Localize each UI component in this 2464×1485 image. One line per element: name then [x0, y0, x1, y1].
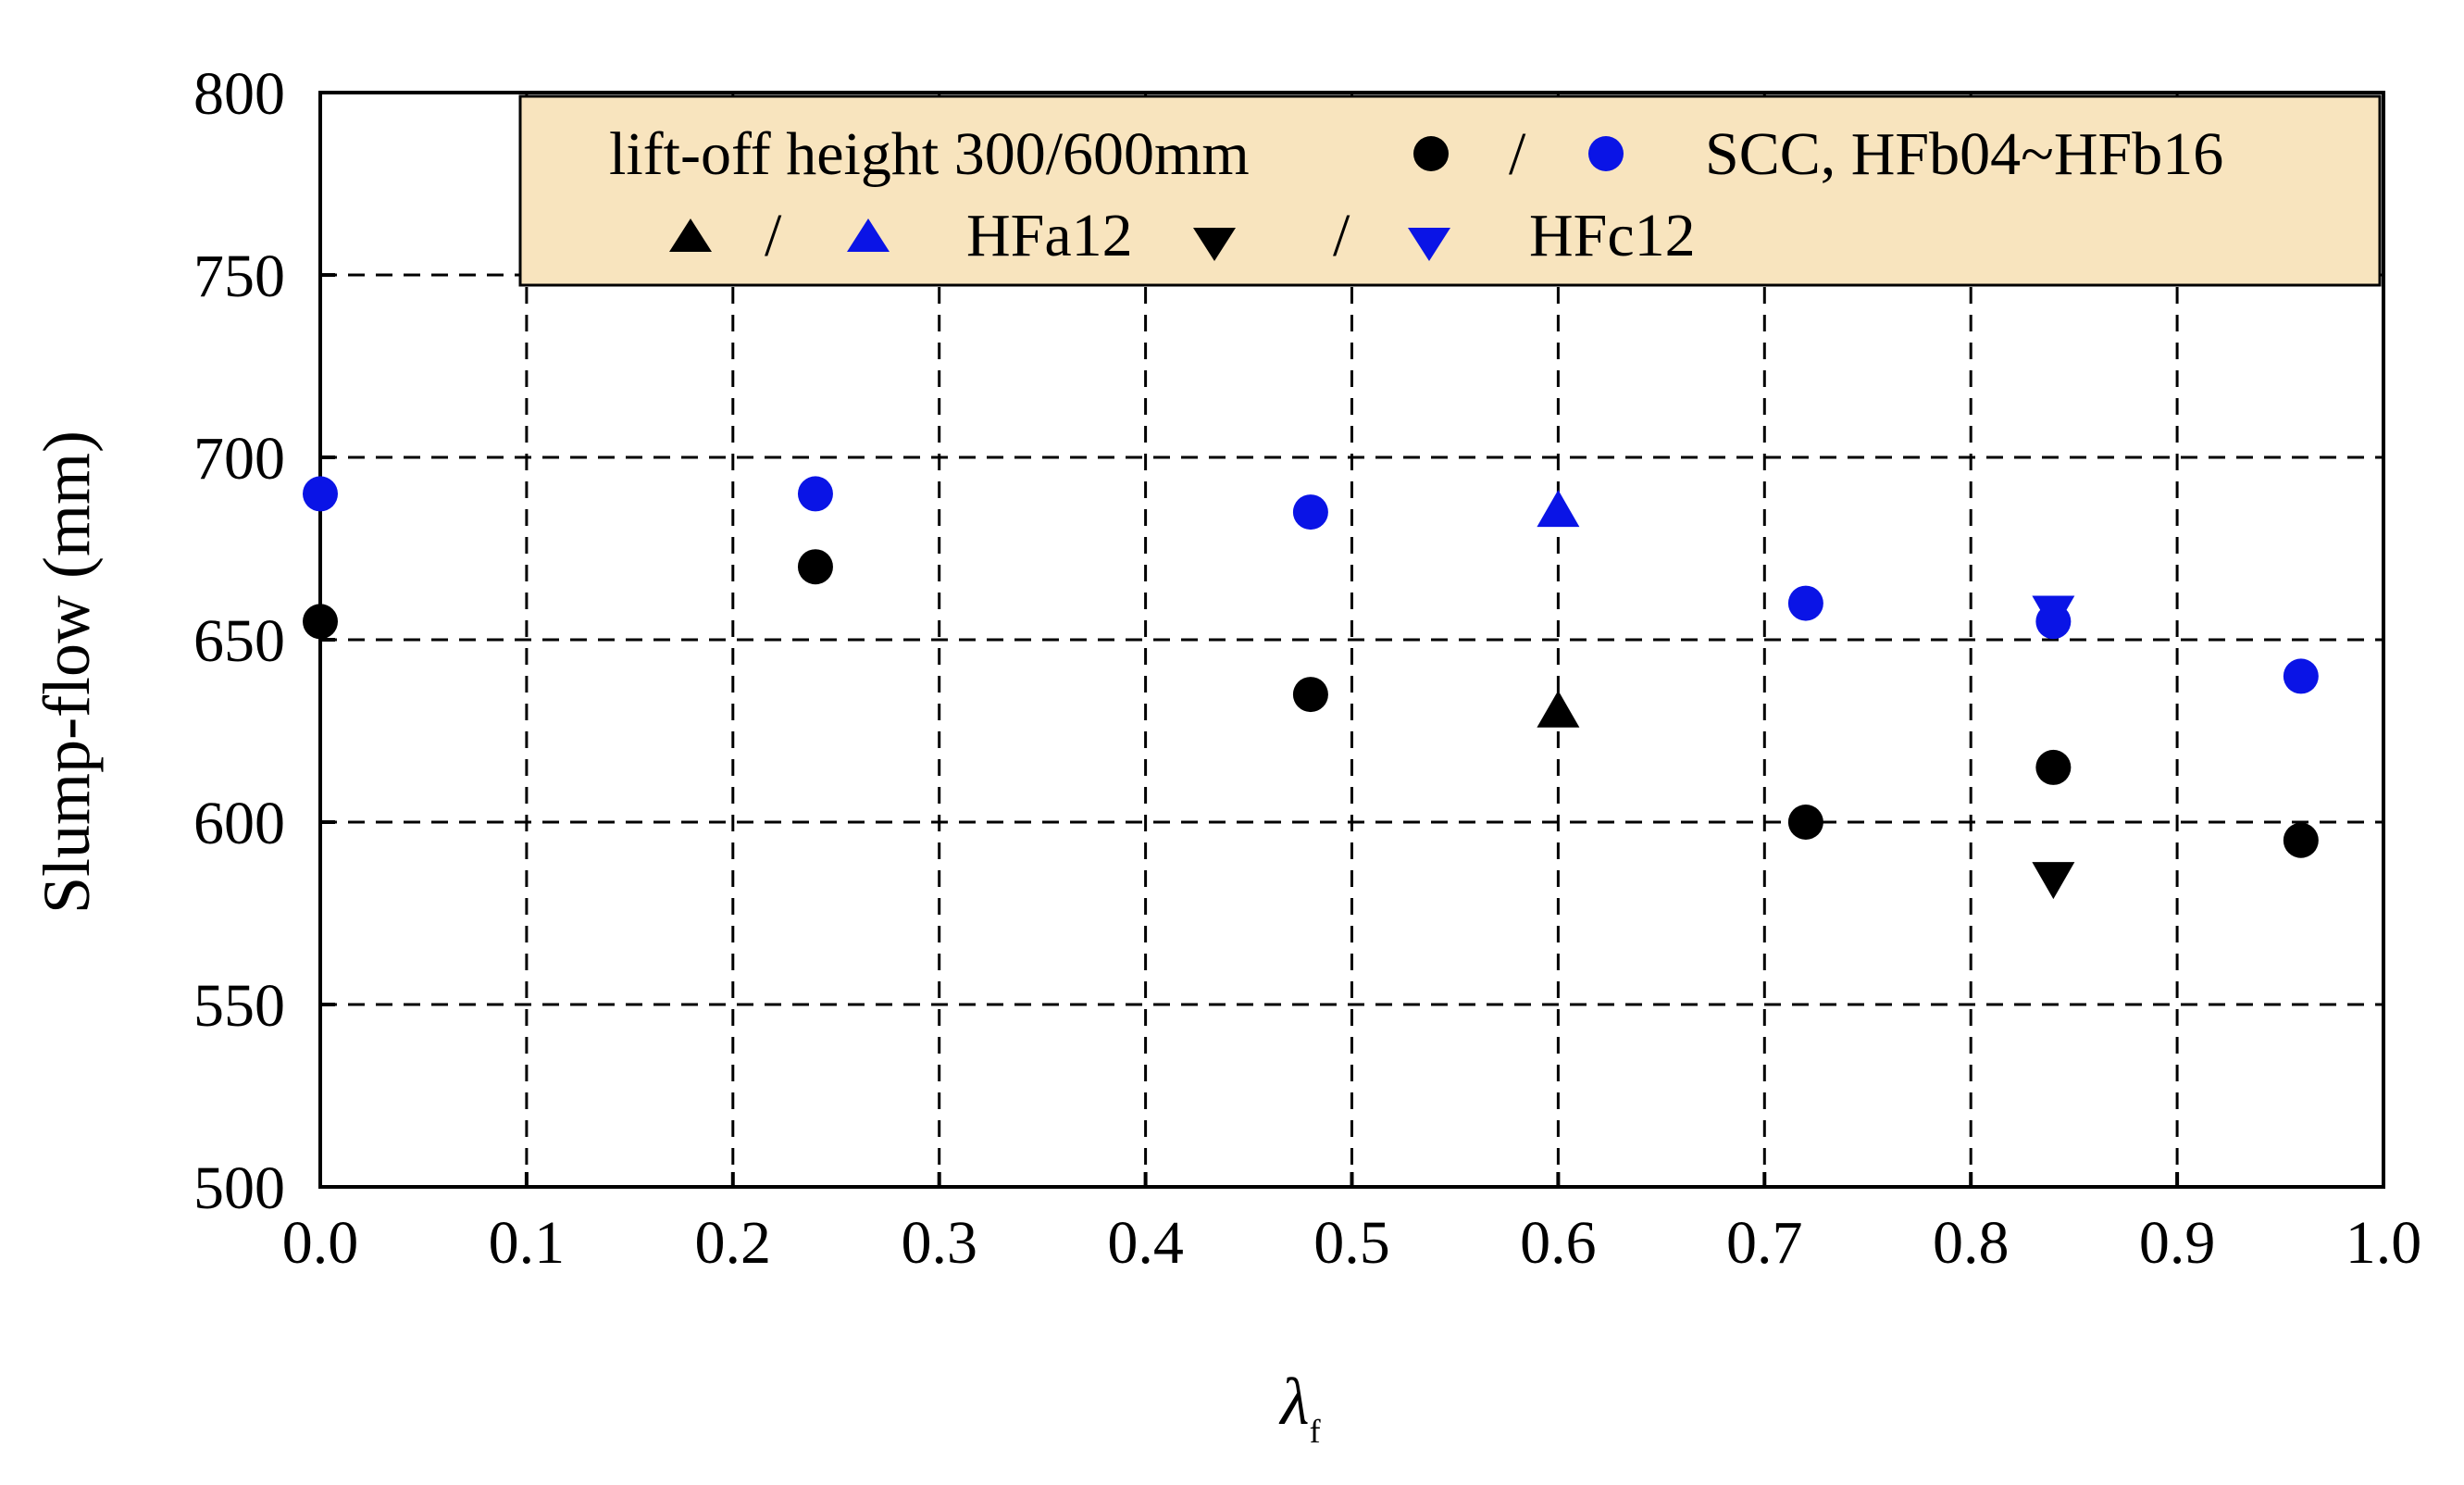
legend-marker-triangle-down-black — [1193, 228, 1236, 261]
legend-row2-sep1: / — [765, 202, 782, 269]
data-point-circle — [797, 476, 833, 512]
x-tick-label: 0.0 — [282, 1209, 359, 1277]
legend-marker-triangle-down-blue — [1408, 228, 1450, 261]
y-tick-label: 800 — [193, 60, 285, 128]
data-point-circle — [2035, 749, 2072, 785]
legend-row1-label: SCC, HFb04~HFb16 — [1705, 120, 2223, 188]
x-tick-label: 0.1 — [489, 1209, 566, 1277]
data-point-triangle-up — [1537, 490, 1580, 528]
y-tick-label: 650 — [193, 607, 285, 675]
y-tick-label: 550 — [193, 972, 285, 1040]
x-tick-label: 0.8 — [1933, 1209, 2010, 1277]
data-point-circle — [1292, 677, 1328, 713]
legend-row1-text: lift-off height 300/600mm — [609, 120, 1250, 188]
x-tick-label: 0.9 — [2139, 1209, 2216, 1277]
y-tick-label: 750 — [193, 243, 285, 310]
data-point-triangle-down — [2032, 862, 2075, 900]
data-point-circle — [303, 604, 338, 640]
data-point-circle — [2283, 822, 2319, 858]
y-axis-title: Slump-flow (mm) — [30, 431, 104, 914]
legend-marker-circle-blue — [1588, 136, 1624, 171]
x-tick-label: 1.0 — [2346, 1209, 2422, 1277]
data-point-circle — [2283, 658, 2319, 694]
y-tick-label: 600 — [193, 790, 285, 857]
legend-marker-circle-black — [1413, 136, 1449, 171]
x-tick-label: 0.7 — [1726, 1209, 1803, 1277]
data-point-triangle-up — [1537, 690, 1580, 728]
x-axis-symbol: λ — [1278, 1365, 1309, 1439]
x-tick-label: 0.4 — [1107, 1209, 1184, 1277]
legend-row2-label1: HFa12 — [966, 202, 1133, 269]
x-tick-label: 0.2 — [695, 1209, 772, 1277]
legend-row1-sep: / — [1509, 120, 1526, 188]
x-tick-label: 0.3 — [901, 1209, 977, 1277]
legend-row2-label2: HFc12 — [1529, 202, 1696, 269]
points-layer — [303, 476, 2319, 900]
legend-marker-triangle-up-black — [669, 218, 712, 252]
legend: lift-off height 300/600mm / SCC, HFb04~H… — [518, 94, 2382, 287]
legend-box — [518, 94, 2382, 287]
data-point-circle — [1787, 585, 1823, 621]
data-point-circle — [1787, 805, 1823, 840]
y-tick-label: 700 — [193, 425, 285, 493]
y-tick-label: 500 — [193, 1154, 285, 1222]
ticks-layer: 0.0 0.1 0.2 0.3 0.4 0.5 0.6 0.7 0.8 0.9 1.0 500 550 6… — [193, 60, 2421, 1277]
x-tick-label: 0.6 — [1520, 1209, 1597, 1277]
data-point-triangle-down — [2032, 595, 2075, 633]
data-point-circle — [1292, 494, 1328, 530]
x-axis-title: λf — [1278, 1365, 1320, 1450]
legend-row2-sep2: / — [1333, 202, 1350, 269]
x-axis-subscript: f — [1310, 1413, 1321, 1450]
data-point-circle — [303, 476, 338, 512]
legend-marker-triangle-up-blue — [847, 218, 890, 252]
data-point-circle — [797, 549, 833, 585]
x-tick-label: 0.5 — [1313, 1209, 1390, 1277]
